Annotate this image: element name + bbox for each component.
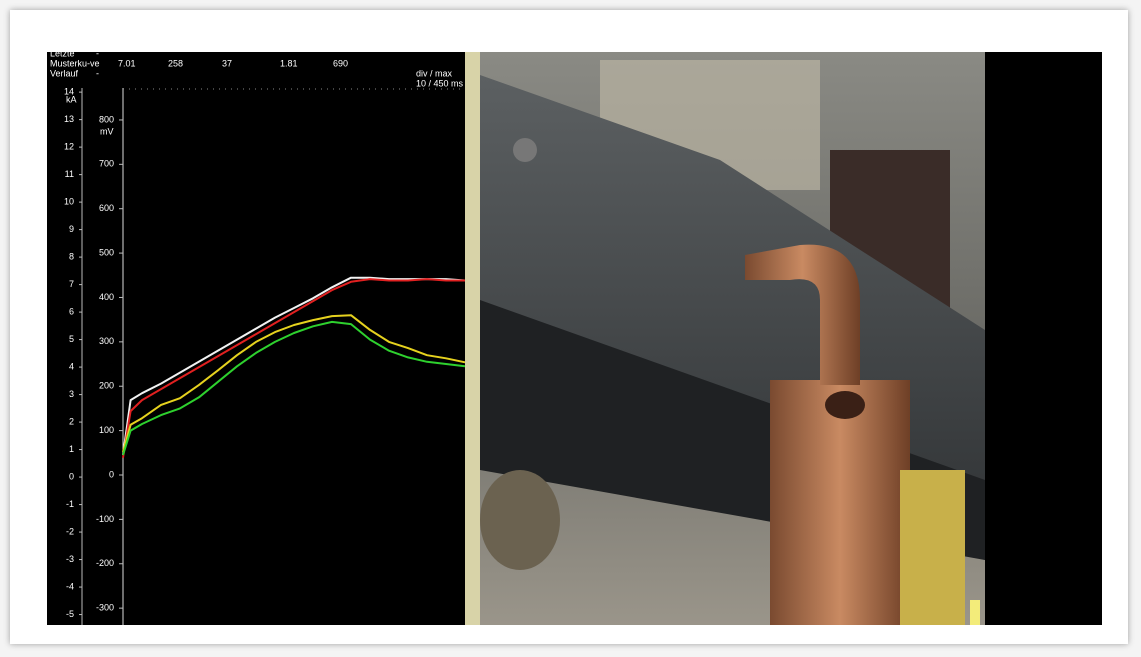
scale-value: 10 / 450 ms: [416, 78, 464, 88]
row-value: -: [96, 48, 99, 58]
row-value: 1.81: [280, 58, 298, 68]
y-tick-label: 3: [69, 389, 74, 399]
y2-tick-label: -200: [96, 558, 114, 568]
y2-tick-label: 200: [99, 381, 114, 391]
camera-image: [480, 52, 985, 625]
y-tick-label: -3: [66, 554, 74, 564]
y2-tick-label: 800: [99, 114, 114, 124]
y2-tick-label: 400: [99, 292, 114, 302]
y-tick-label: 0: [69, 471, 74, 481]
scale-label: div / max: [416, 68, 453, 78]
y-tick-label: 9: [69, 224, 74, 234]
y-tick-label: 11: [65, 169, 74, 179]
row-value: 258: [168, 58, 183, 68]
screen: div / max 10 / 450 ms Letzte -Musterku-ve…: [0, 0, 1141, 657]
y-tick-label: 1: [69, 444, 74, 454]
y-tick-label: 5: [69, 334, 74, 344]
y-tick-label: 12: [64, 141, 74, 151]
row-label: Verlauf: [50, 68, 79, 78]
y-tick-label: 13: [64, 114, 74, 124]
y-tick-label: 6: [69, 306, 74, 316]
row-value: 7.01: [118, 58, 136, 68]
y-tick-label: 14: [64, 86, 74, 96]
divider: [465, 52, 480, 625]
row-value: 690: [333, 58, 348, 68]
y-tick-label: -4: [66, 581, 74, 591]
y-tick-label: -1: [66, 499, 74, 509]
row-value: -: [96, 68, 99, 78]
y2-axis-label: mV: [100, 126, 114, 136]
y2-tick-label: 500: [99, 247, 114, 257]
black-border: [985, 52, 1102, 625]
row-value: 37: [222, 58, 232, 68]
y-tick-label: 2: [69, 416, 74, 426]
row-label: Letzte: [50, 48, 75, 58]
y2-tick-label: 100: [99, 425, 114, 435]
y-tick-label: -2: [66, 526, 74, 536]
y2-tick-label: -100: [96, 514, 114, 524]
y2-tick-label: 300: [99, 336, 114, 346]
y-tick-label: 10: [64, 196, 74, 206]
y-tick-label: 8: [69, 251, 74, 261]
y-tick-label: 4: [69, 361, 74, 371]
y-tick-label: -5: [66, 609, 74, 619]
y2-tick-label: 0: [109, 469, 114, 479]
y-tick-label: 7: [69, 279, 74, 289]
row-label: Musterku-ve: [50, 58, 100, 68]
y2-tick-label: -300: [96, 603, 114, 613]
y2-tick-label: 600: [99, 203, 114, 213]
y2-tick-label: 700: [99, 159, 114, 169]
